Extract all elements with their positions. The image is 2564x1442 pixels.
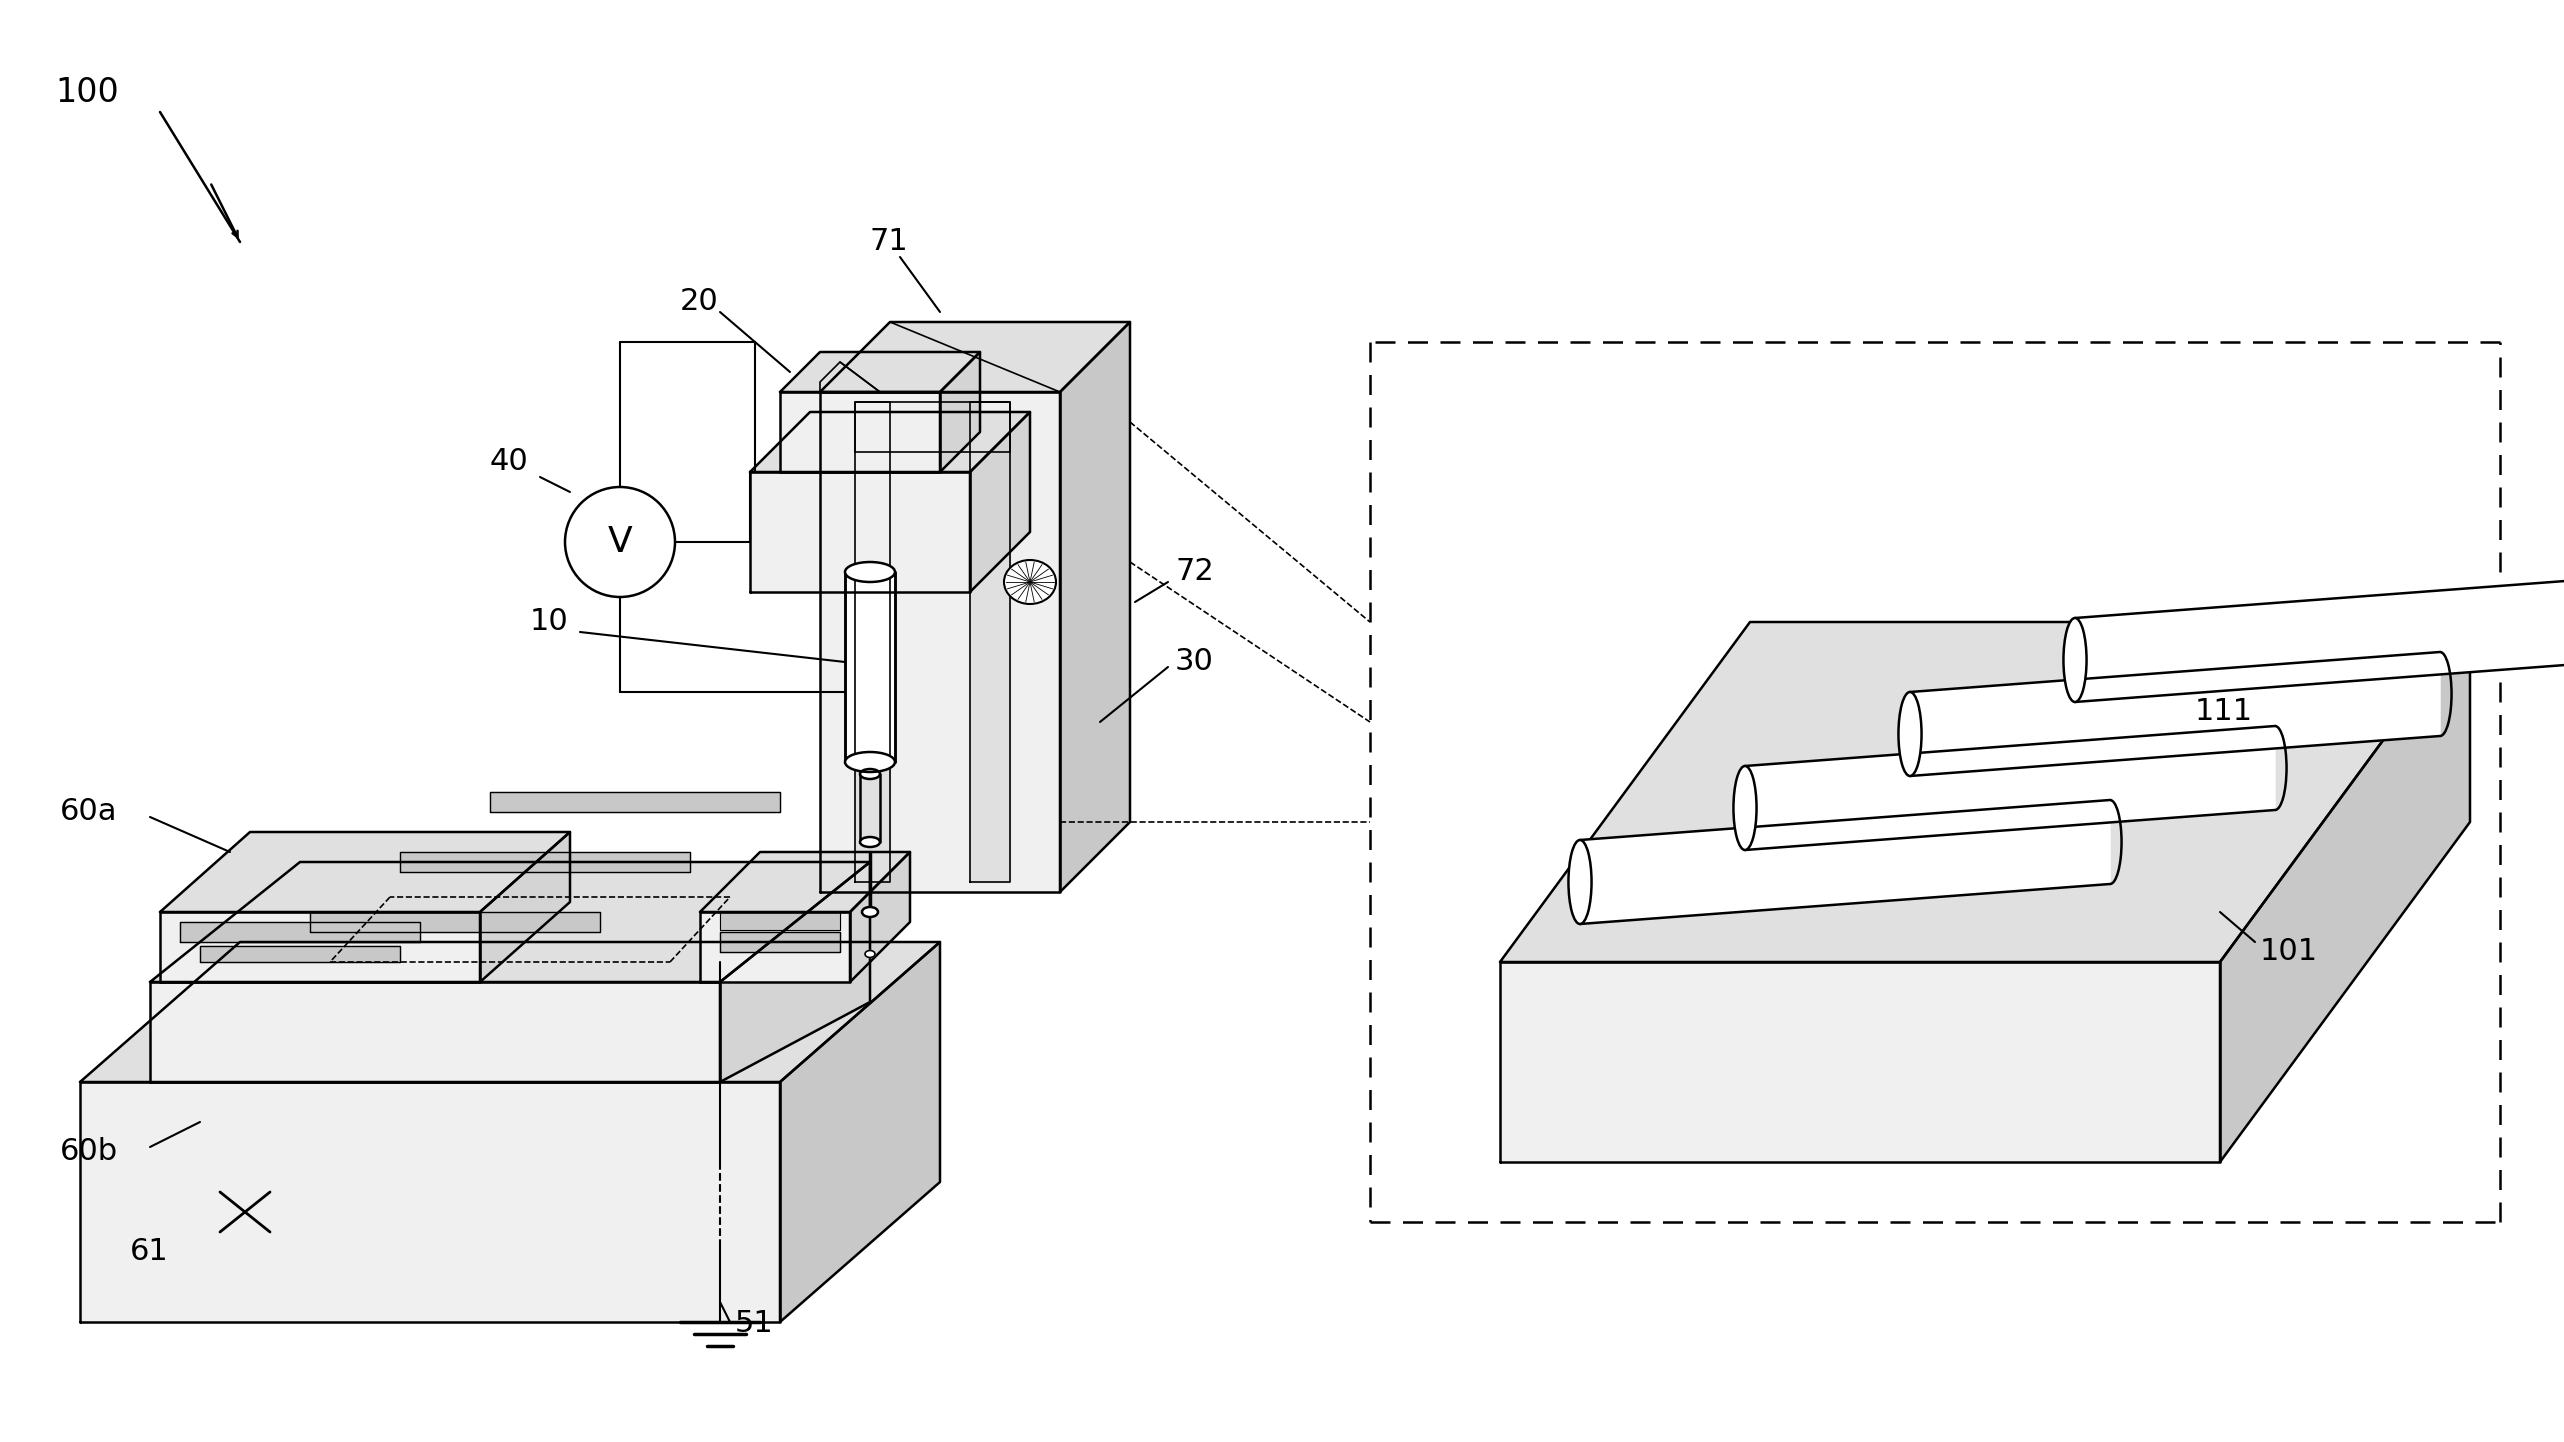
Polygon shape <box>490 792 779 812</box>
Text: 71: 71 <box>869 228 908 257</box>
Polygon shape <box>1746 725 2274 849</box>
Ellipse shape <box>862 907 877 917</box>
Polygon shape <box>479 832 569 982</box>
Ellipse shape <box>1005 559 1056 604</box>
Polygon shape <box>400 852 690 872</box>
Ellipse shape <box>846 562 895 583</box>
Polygon shape <box>820 362 879 392</box>
Polygon shape <box>779 352 979 392</box>
Ellipse shape <box>1569 841 1592 924</box>
Polygon shape <box>854 402 1010 451</box>
Text: 101: 101 <box>2259 937 2318 966</box>
Polygon shape <box>720 932 841 952</box>
Text: V: V <box>608 525 633 559</box>
Polygon shape <box>159 832 569 911</box>
Ellipse shape <box>859 769 879 779</box>
Polygon shape <box>159 911 479 982</box>
Polygon shape <box>151 982 720 1082</box>
Text: 100: 100 <box>54 75 118 108</box>
Polygon shape <box>751 472 969 593</box>
Polygon shape <box>720 911 841 930</box>
Polygon shape <box>820 392 1059 893</box>
Polygon shape <box>969 402 1010 883</box>
Polygon shape <box>846 572 895 761</box>
Text: 51: 51 <box>736 1309 774 1338</box>
Polygon shape <box>820 322 1131 392</box>
Ellipse shape <box>846 751 895 771</box>
Polygon shape <box>79 1082 779 1322</box>
Text: 60b: 60b <box>59 1138 118 1167</box>
Polygon shape <box>969 412 1031 593</box>
Polygon shape <box>79 942 941 1082</box>
Polygon shape <box>820 322 1059 392</box>
Text: 60a: 60a <box>59 797 118 826</box>
Polygon shape <box>1910 652 2441 776</box>
Text: 10: 10 <box>531 607 569 636</box>
Polygon shape <box>720 862 869 1082</box>
Ellipse shape <box>1897 692 1920 776</box>
Polygon shape <box>941 352 979 472</box>
Polygon shape <box>2220 622 2469 1162</box>
Text: 61: 61 <box>131 1237 169 1266</box>
Polygon shape <box>779 942 941 1322</box>
Polygon shape <box>1500 622 2469 962</box>
Ellipse shape <box>859 836 879 846</box>
Circle shape <box>564 487 674 597</box>
Polygon shape <box>151 862 869 982</box>
Polygon shape <box>700 852 910 911</box>
Text: 72: 72 <box>1174 558 1213 587</box>
Text: 30: 30 <box>1174 647 1213 676</box>
Polygon shape <box>2074 578 2564 702</box>
Polygon shape <box>179 921 420 942</box>
Polygon shape <box>200 946 400 962</box>
Polygon shape <box>700 911 851 982</box>
Polygon shape <box>310 911 600 932</box>
Ellipse shape <box>2064 619 2087 702</box>
Polygon shape <box>1059 322 1131 893</box>
Text: 111: 111 <box>2195 698 2254 727</box>
Polygon shape <box>854 402 890 883</box>
Polygon shape <box>779 392 941 472</box>
Polygon shape <box>851 852 910 982</box>
Text: 40: 40 <box>490 447 528 476</box>
Polygon shape <box>1500 962 2220 1162</box>
Polygon shape <box>751 412 1031 472</box>
Ellipse shape <box>864 950 874 957</box>
Ellipse shape <box>1733 766 1756 849</box>
Text: 20: 20 <box>679 287 718 316</box>
Polygon shape <box>1579 800 2110 924</box>
